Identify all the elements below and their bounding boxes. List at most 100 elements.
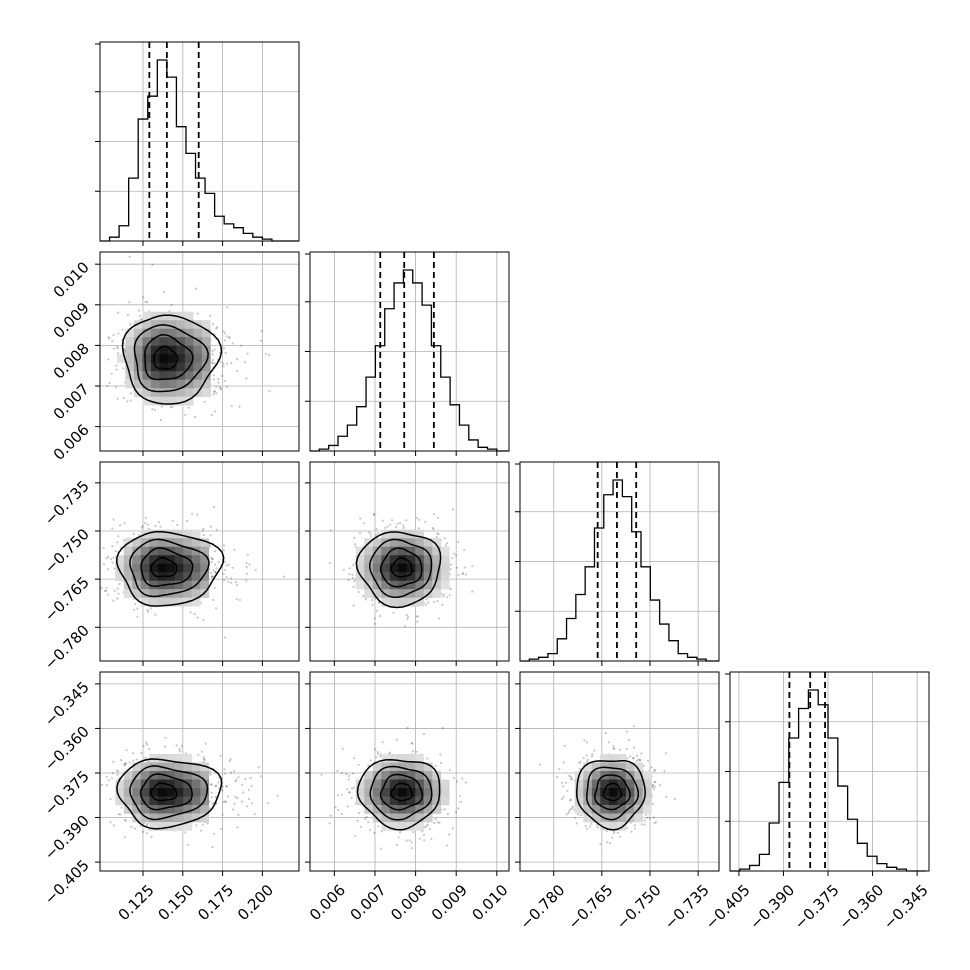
sample-point	[449, 588, 452, 591]
sample-point	[569, 775, 572, 779]
sample-point	[175, 744, 178, 747]
panel-frame	[99, 41, 300, 242]
sample-point	[226, 306, 229, 309]
density-cell	[372, 563, 382, 573]
density-cell	[617, 771, 627, 780]
density-cell	[191, 546, 201, 556]
sample-point	[435, 536, 438, 539]
density-cell	[406, 589, 416, 598]
density-cell	[150, 388, 160, 397]
sample-point	[576, 813, 580, 816]
sample-point	[119, 813, 122, 816]
sample-point	[107, 555, 110, 558]
density-cell	[125, 345, 135, 355]
sample-point	[111, 527, 114, 530]
density-cell	[123, 796, 133, 806]
sample-point	[116, 541, 119, 544]
sample-point	[229, 771, 232, 774]
density-cell	[608, 762, 618, 772]
density-cell	[183, 788, 193, 797]
sample-point	[456, 566, 459, 569]
sample-point	[218, 386, 221, 389]
density-cell	[432, 771, 442, 780]
density-cell	[191, 589, 201, 598]
density-cell	[406, 529, 416, 539]
density-cell	[389, 822, 399, 831]
sample-point	[348, 791, 351, 794]
density-cell	[150, 328, 160, 338]
density-cell	[364, 796, 374, 806]
sample-point	[604, 732, 607, 735]
density-cell	[389, 754, 399, 763]
density-cell	[174, 538, 184, 547]
sample-point	[151, 408, 154, 411]
sample-point	[653, 769, 656, 773]
sample-point	[146, 523, 149, 526]
sample-point	[626, 757, 629, 760]
sample-point	[210, 796, 213, 799]
sample-point	[214, 795, 217, 799]
sample-point	[437, 533, 440, 536]
sample-point	[446, 542, 449, 545]
density-cell	[415, 822, 425, 831]
sample-point	[599, 843, 602, 846]
sample-point	[225, 335, 228, 338]
density-cell	[634, 771, 644, 780]
density-cell	[176, 354, 186, 363]
sample-point	[653, 768, 657, 772]
density-cell	[415, 580, 425, 590]
sample-point	[87, 572, 89, 574]
density-cell	[634, 796, 644, 806]
sample-point	[111, 340, 114, 343]
y-tick-label: −0.765	[41, 573, 93, 625]
density-cell	[398, 813, 408, 823]
sample-point	[637, 758, 640, 761]
density-cell	[201, 354, 211, 363]
density-cell	[166, 563, 176, 573]
sample-point	[558, 768, 561, 771]
contour-line	[150, 782, 178, 802]
density-cell	[167, 354, 177, 363]
density-cell	[183, 563, 193, 573]
sample-point	[214, 571, 217, 574]
sample-point	[462, 572, 465, 575]
sample-point	[145, 832, 149, 835]
sample-point	[626, 826, 629, 830]
density-cell	[201, 379, 211, 389]
sample-point	[112, 599, 115, 602]
density-cell	[432, 779, 442, 789]
density-cell	[142, 388, 152, 397]
sample-point	[128, 301, 131, 304]
density-cell	[166, 754, 176, 763]
density-cell	[381, 805, 391, 814]
density-cell	[176, 311, 186, 321]
sample-point	[221, 785, 224, 788]
sample-point	[146, 608, 149, 612]
sample-point	[211, 361, 214, 365]
density-cell	[355, 580, 365, 590]
sample-point	[222, 365, 225, 368]
density-cell	[157, 529, 167, 539]
density-cell	[617, 779, 627, 789]
x-tick-label: 0.008	[387, 881, 430, 924]
density-cell	[191, 597, 201, 607]
sample-point	[219, 360, 222, 363]
sample-point	[457, 573, 460, 577]
sample-point	[210, 413, 213, 417]
density-cell	[381, 580, 391, 590]
sample-point	[125, 762, 128, 765]
sample-point	[212, 323, 215, 326]
density-cell	[381, 589, 391, 598]
density-cell	[159, 345, 169, 355]
sample-point	[105, 557, 108, 560]
sample-point	[214, 785, 217, 788]
sample-point	[213, 348, 216, 351]
sample-point	[189, 611, 192, 614]
x-tick-label: −0.360	[835, 881, 887, 933]
sample-point	[362, 522, 365, 525]
sample-point	[232, 808, 235, 811]
sample-point	[362, 595, 365, 598]
sample-point	[221, 374, 224, 377]
density-cell	[140, 813, 150, 823]
sample-point	[357, 763, 360, 766]
